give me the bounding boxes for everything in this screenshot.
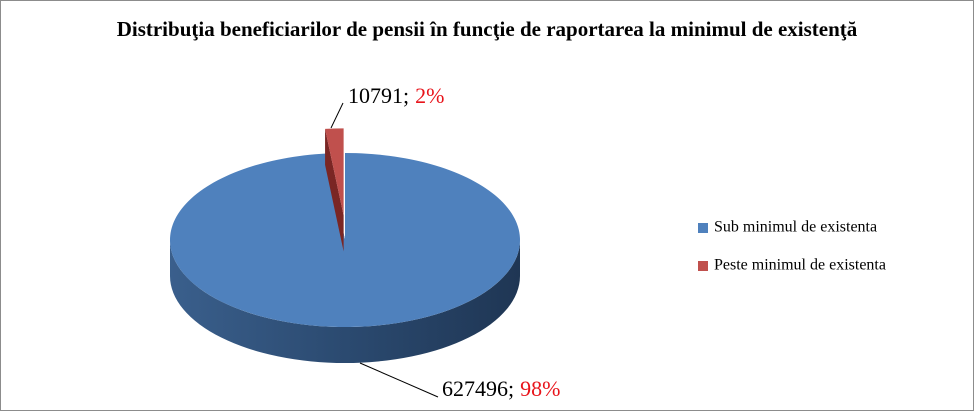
leader-line (359, 362, 439, 398)
leader-line (330, 102, 344, 129)
slice-cut-face (325, 128, 344, 252)
slice (169, 153, 520, 327)
slice (325, 128, 344, 216)
data-label-percent: 2% (415, 83, 444, 108)
data-label-percent: 98% (520, 376, 560, 401)
legend-swatch (698, 261, 708, 271)
legend-label: Sub minimul de existenta (714, 219, 877, 236)
data-label: 10791; 2% (348, 83, 444, 108)
data-label: 627496; 98% (442, 376, 560, 401)
data-label-value: 10791; (348, 83, 409, 108)
data-label-value: 627496; (442, 376, 514, 401)
chart-title: Distribuţia beneficiarilor de pensii în … (116, 17, 858, 41)
legend-swatch (698, 223, 708, 233)
legend-label: Peste minimul de existenta (714, 257, 886, 274)
slice-side (170, 240, 520, 363)
